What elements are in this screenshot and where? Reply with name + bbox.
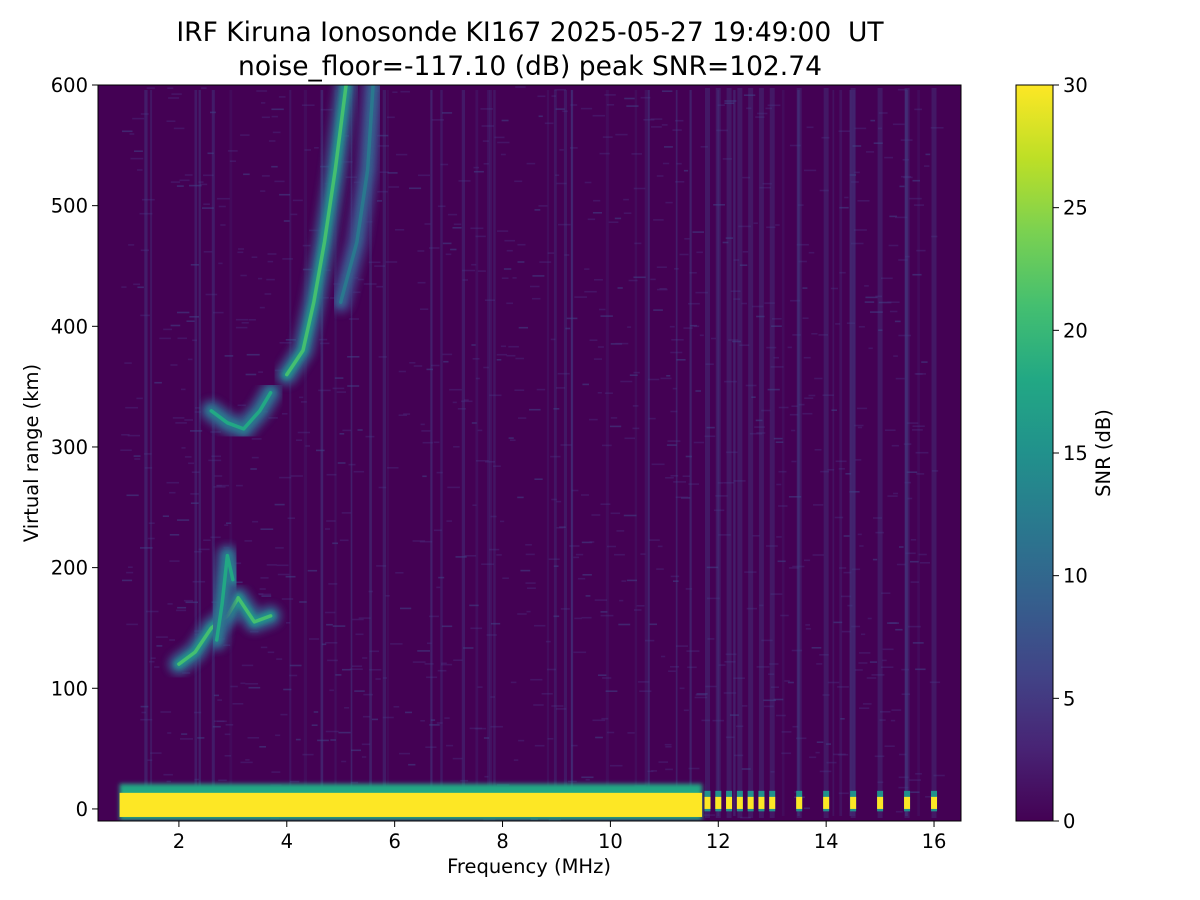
channel-column-10 (877, 88, 884, 818)
colorbar-tick-label-15: 15 (1063, 442, 1088, 465)
colorbar: 0 5 10 15 20 25 30 SNR (dB) (1015, 74, 1115, 833)
x-tick-label-10: 10 (598, 830, 623, 853)
echo-feature-4 (275, 85, 358, 386)
x-tick-label-4: 4 (281, 830, 293, 853)
colorbar-tick-label-30: 30 (1063, 74, 1088, 97)
echo-feature-5 (329, 85, 385, 314)
chart-title: IRF Kiruna Ionosonde KI167 2025-05-27 19… (176, 17, 884, 48)
y-tick-label-400: 400 (51, 315, 88, 338)
channel-column-2 (726, 88, 733, 818)
colorbar-gradient (1016, 85, 1053, 821)
plot-background (98, 85, 961, 821)
x-axis: 2 4 6 8 10 12 14 16 (173, 821, 947, 853)
x-tick-label-8: 8 (496, 830, 508, 853)
y-axis-label: Virtual range (km) (20, 364, 43, 542)
channel-column-4 (747, 88, 754, 818)
colorbar-tick-label-0: 0 (1063, 810, 1075, 833)
x-tick-label-2: 2 (173, 830, 185, 853)
colorbar-label: SNR (dB) (1092, 409, 1115, 497)
plot-frame (97, 84, 962, 822)
channel-column-0 (704, 88, 711, 818)
y-tick-label-500: 500 (51, 195, 88, 218)
y-tick-label-600: 600 (51, 74, 88, 97)
chart-subtitle: noise_floor=-117.10 (dB) peak SNR=102.74 (238, 51, 822, 82)
channel-column-12 (931, 88, 938, 818)
colorbar-tick-label-5: 5 (1063, 687, 1075, 710)
y-tick-label-100: 100 (51, 677, 88, 700)
colorbar-tick-label-10: 10 (1063, 565, 1088, 588)
noise-texture (120, 86, 945, 821)
chart-title-block: IRF Kiruna Ionosonde KI167 2025-05-27 19… (130, 16, 930, 84)
heatmap-layer (119, 85, 945, 821)
x-axis-label: Frequency (MHz) (447, 855, 611, 878)
y-axis: 0 100 200 300 400 500 600 (51, 74, 98, 821)
colorbar-tick-label-20: 20 (1063, 319, 1088, 342)
x-tick-label-6: 6 (388, 830, 400, 853)
plot-area (97, 84, 962, 822)
channel-column-11 (904, 88, 911, 818)
echo-feature-3 (200, 381, 282, 440)
y-tick-label-200: 200 (51, 557, 88, 580)
y-tick-label-0: 0 (76, 798, 88, 821)
echo-feature-2 (205, 544, 244, 651)
colorbar-ticks: 0 5 10 15 20 25 30 (1053, 74, 1088, 833)
channel-column-7 (796, 88, 803, 818)
interference-stripes (144, 90, 920, 816)
channel-column-6 (769, 88, 776, 818)
channel-column-3 (736, 88, 743, 818)
x-tick-label-12: 12 (706, 830, 731, 853)
channel-column-5 (758, 88, 765, 818)
x-tick-label-16: 16 (922, 830, 947, 853)
channel-column-8 (823, 88, 830, 818)
x-tick-label-14: 14 (814, 830, 839, 853)
echo-feature-0 (119, 783, 703, 820)
channel-column-1 (715, 88, 722, 818)
channel-column-9 (850, 88, 857, 818)
y-tick-label-300: 300 (51, 436, 88, 459)
colorbar-tick-label-25: 25 (1063, 197, 1088, 220)
